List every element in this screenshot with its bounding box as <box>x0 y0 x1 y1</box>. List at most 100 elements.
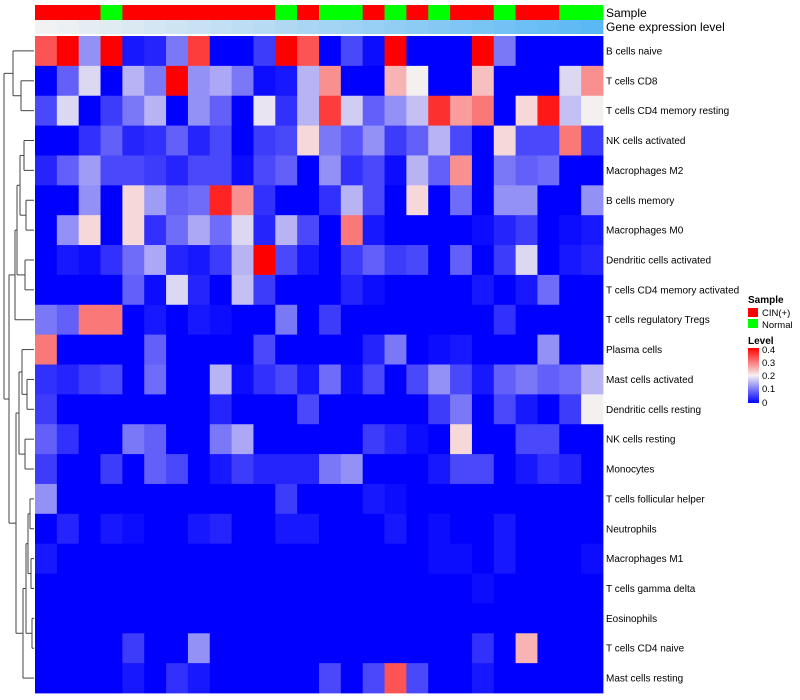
heatmap-cell <box>537 36 560 67</box>
heatmap-cell <box>428 513 451 545</box>
heatmap-cell <box>515 125 538 156</box>
heatmap-cell <box>56 573 80 604</box>
heatmap-cell <box>515 603 538 634</box>
heatmap-cell <box>581 364 604 395</box>
heatmap-cell <box>209 603 233 634</box>
heatmap-cell <box>406 274 429 306</box>
legend-tick-0.3: 0.3 <box>762 358 775 369</box>
heatmap-cell <box>559 334 582 365</box>
sample-annotation-cell <box>450 5 473 20</box>
gene-expression-annotation-cell <box>253 20 276 34</box>
heatmap-cell <box>144 125 167 156</box>
heatmap-cell <box>450 364 473 395</box>
heatmap-cell <box>493 513 517 545</box>
heatmap-cell <box>559 394 582 425</box>
heatmap-cell <box>100 36 123 67</box>
heatmap-cell <box>406 95 429 126</box>
heatmap-cell <box>297 304 320 336</box>
heatmap-cell <box>471 155 495 186</box>
heatmap-cell <box>406 304 429 336</box>
heatmap-cell <box>384 334 407 365</box>
heatmap-cell <box>275 483 298 515</box>
gene-expression-annotation-cell <box>166 20 189 34</box>
heatmap-cell <box>78 543 101 574</box>
heatmap-cell <box>35 185 58 216</box>
heatmap-cell <box>471 245 495 276</box>
heatmap-cell <box>428 573 451 604</box>
heatmap-cell <box>319 155 342 186</box>
heatmap-cell <box>471 394 495 425</box>
legend-tick-0.4: 0.4 <box>762 345 775 356</box>
heatmap-cell <box>581 603 604 634</box>
heatmap-cell <box>537 543 560 574</box>
heatmap-cell <box>581 483 604 515</box>
heatmap-cell <box>166 65 189 97</box>
heatmap-cell <box>122 65 145 97</box>
heatmap-cell <box>515 304 538 336</box>
heatmap-cell <box>35 304 58 336</box>
heatmap-cell <box>209 95 233 126</box>
gene-expression-annotation-label: Gene expression level <box>606 20 725 34</box>
heatmap-cell <box>428 125 451 156</box>
heatmap-cell <box>319 454 342 485</box>
heatmap-cell <box>253 65 276 97</box>
heatmap-cell <box>122 245 145 276</box>
heatmap-cell <box>384 245 407 276</box>
gene-expression-annotation-cell <box>78 20 101 34</box>
heatmap-cell <box>35 663 58 694</box>
heatmap-cell <box>144 424 167 455</box>
sample-annotation-cell <box>253 5 276 20</box>
heatmap-cell <box>275 573 298 604</box>
heatmap-cell <box>406 65 429 97</box>
heatmap-cell <box>559 95 582 126</box>
heatmap-cell <box>297 274 320 306</box>
heatmap-cell <box>340 483 364 515</box>
heatmap-cell <box>144 334 167 365</box>
heatmap-cell <box>35 513 58 545</box>
heatmap-cell <box>471 274 495 306</box>
heatmap-cell <box>581 185 604 216</box>
heatmap-cell <box>209 304 233 336</box>
heatmap-cell <box>209 483 233 515</box>
heatmap-cell <box>319 603 342 634</box>
heatmap-cell <box>56 65 80 97</box>
heatmap-cell <box>471 483 495 515</box>
heatmap-cell <box>35 454 58 485</box>
heatmap-cell <box>537 155 560 186</box>
heatmap-cell <box>78 36 101 67</box>
heatmap-cell <box>122 125 145 156</box>
heatmap-cell <box>406 424 429 455</box>
heatmap-cell <box>559 424 582 455</box>
heatmap-cell <box>537 483 560 515</box>
heatmap-cell <box>493 424 517 455</box>
heatmap-cell <box>471 513 495 545</box>
heatmap-cell <box>406 573 429 604</box>
heatmap-cell <box>187 245 211 276</box>
heatmap-cell <box>56 633 80 664</box>
heatmap-cell <box>100 543 123 574</box>
heatmap-cell <box>581 215 604 246</box>
heatmap-cell <box>450 95 473 126</box>
heatmap-cell <box>581 155 604 186</box>
heatmap-cell <box>406 36 429 67</box>
heatmap-cell <box>559 454 582 485</box>
heatmap-cell <box>100 215 123 246</box>
heatmap-cell <box>187 215 211 246</box>
heatmap-cell <box>275 543 298 574</box>
heatmap-cell <box>428 65 451 97</box>
heatmap-cell <box>166 394 189 425</box>
heatmap-cell <box>537 663 560 694</box>
sample-annotation-cell <box>559 5 582 20</box>
heatmap-cell <box>384 454 407 485</box>
heatmap-cell <box>428 155 451 186</box>
heatmap-cell <box>35 155 58 186</box>
heatmap-cell <box>56 513 80 545</box>
heatmap-cell <box>231 65 254 97</box>
heatmap-cell <box>35 543 58 574</box>
heatmap-cell <box>275 633 298 664</box>
heatmap-cell <box>450 125 473 156</box>
heatmap-cell <box>78 245 101 276</box>
heatmap-cell <box>122 663 145 694</box>
sample-annotation-cell <box>100 5 123 20</box>
heatmap-cell <box>275 215 298 246</box>
